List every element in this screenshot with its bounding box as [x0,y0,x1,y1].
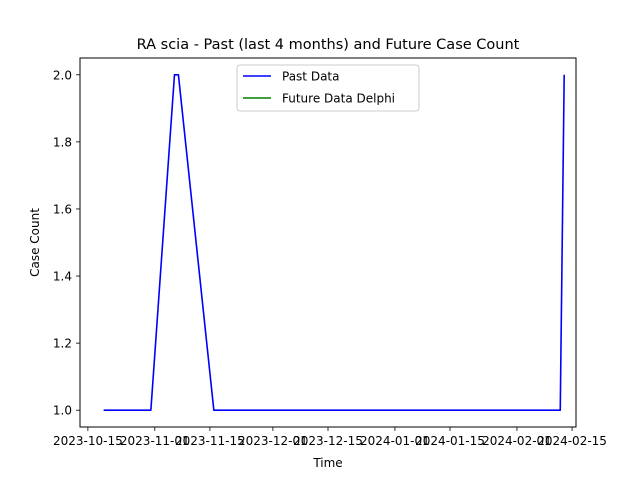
x-axis: 2023-10-152023-11-012023-11-152023-12-01… [53,427,607,448]
x-axis-label: Time [312,456,342,470]
y-tick-label: 1.0 [53,404,72,418]
legend-label-0: Past Data [282,70,339,84]
series-line-0 [103,73,565,412]
legend-box [236,64,420,112]
x-tick-label: 2023-12-15 [293,434,363,448]
chart-title: RA scia - Past (last 4 months) and Futur… [137,37,520,53]
series-layer [103,73,565,412]
y-axis-label: Case Count [28,208,42,277]
x-tick-label: 2024-02-15 [537,434,607,448]
y-tick-label: 1.6 [53,202,72,216]
y-axis: 1.0 1.2 1.4 1.6 1.8 2.0 [53,68,80,418]
legend-label-1: Future Data Delphi [282,92,395,106]
y-tick-label: 1.2 [53,337,72,351]
x-tick-label: 2024-01-15 [415,434,485,448]
x-tick-label: 2023-10-15 [53,434,123,448]
x-tick-label: 2023-11-01 [120,434,190,448]
x-tick-label: 2023-12-01 [238,434,308,448]
legend: Past Data Future Data Delphi [236,64,420,112]
x-tick-label: 2024-02-01 [482,434,552,448]
y-tick-label: 1.4 [53,270,72,284]
y-tick-label: 1.8 [53,135,72,149]
x-tick-label: 2024-01-01 [360,434,430,448]
y-tick-label: 2.0 [53,68,72,82]
plot-area [79,57,577,428]
x-tick-label: 2023-11-15 [175,434,245,448]
